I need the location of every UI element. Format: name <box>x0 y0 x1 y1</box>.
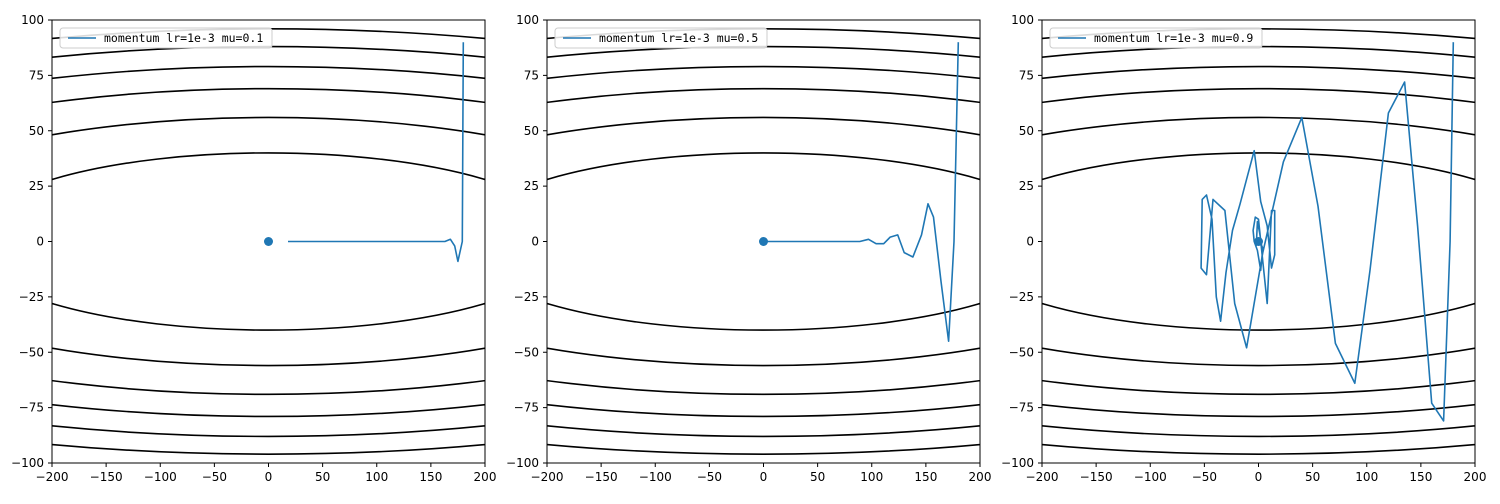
y-tick-label: −50 <box>514 345 539 359</box>
contour-line <box>547 116 980 367</box>
y-tick-label: 0 <box>1026 235 1034 249</box>
y-tick-label: −75 <box>19 401 44 415</box>
legend-box <box>59 27 273 49</box>
legend-box <box>554 27 768 49</box>
x-tick-label: 150 <box>914 470 937 484</box>
y-tick-label: 50 <box>524 124 539 138</box>
x-tick-label: 50 <box>315 470 330 484</box>
contour-line <box>547 65 980 418</box>
contour-line <box>1042 152 1475 331</box>
x-tick-label: 200 <box>969 470 992 484</box>
legend-label: momentum lr=1e-3 mu=0.9 <box>1094 31 1253 45</box>
y-tick-label: −100 <box>506 456 539 470</box>
contour-line <box>52 116 485 367</box>
contour-line <box>1042 87 1475 396</box>
x-tick-label: 0 <box>1255 470 1263 484</box>
chart-panel-2: −200 −150 −100 −50 0 50 100 150 200 −100 −75 −50 −25… <box>506 13 992 484</box>
series-line <box>1200 42 1455 422</box>
y-tick-label: 100 <box>21 13 44 27</box>
x-tick-label: 50 <box>1305 470 1320 484</box>
legend: momentum lr=1e-3 mu=0.1 <box>59 27 273 49</box>
x-tick-label: −200 <box>531 470 564 484</box>
x-tick-label: −50 <box>1192 470 1217 484</box>
x-tick-label: −150 <box>585 470 618 484</box>
origin-marker <box>264 237 273 246</box>
contour-line <box>52 87 485 396</box>
legend: momentum lr=1e-3 mu=0.5 <box>554 27 768 49</box>
x-tick-label: 0 <box>760 470 768 484</box>
y-tick-label: 75 <box>1019 68 1034 82</box>
contour-line <box>1042 116 1475 367</box>
x-tick-label: −200 <box>36 470 69 484</box>
x-tick-label: −50 <box>202 470 227 484</box>
y-tick-label: 0 <box>531 235 539 249</box>
x-tick-label: 200 <box>474 470 497 484</box>
y-tick-label: −25 <box>1009 290 1034 304</box>
contour-line <box>547 87 980 396</box>
y-tick-label: −75 <box>1009 401 1034 415</box>
y-tick-label: −100 <box>1001 456 1034 470</box>
legend-box <box>1049 27 1263 49</box>
y-tick-label: 50 <box>29 124 44 138</box>
legend-label: momentum lr=1e-3 mu=0.5 <box>599 31 758 45</box>
contour-line <box>52 152 485 331</box>
y-tick-label: 25 <box>1019 179 1034 193</box>
y-tick-label: 75 <box>29 68 44 82</box>
y-tick-label: −25 <box>19 290 44 304</box>
y-tick-label: −50 <box>1009 345 1034 359</box>
x-tick-label: 150 <box>419 470 442 484</box>
contour-line <box>52 65 485 418</box>
y-tick-label: −50 <box>19 345 44 359</box>
y-tick-label: 25 <box>29 179 44 193</box>
x-tick-label: 0 <box>265 470 273 484</box>
y-tick-label: 50 <box>1019 124 1034 138</box>
y-tick-label: 25 <box>524 179 539 193</box>
chart-panel-1: −200 −150 −100 −50 0 50 100 150 200 −100 −75 −50 −25… <box>11 13 497 484</box>
x-tick-label: −200 <box>1026 470 1059 484</box>
x-tick-label: −100 <box>1134 470 1167 484</box>
y-tick-label: −75 <box>514 401 539 415</box>
x-tick-label: −150 <box>1080 470 1113 484</box>
series-line <box>763 42 960 343</box>
x-tick-label: −150 <box>90 470 123 484</box>
x-tick-label: 150 <box>1409 470 1432 484</box>
x-tick-label: −100 <box>144 470 177 484</box>
y-tick-label: −25 <box>514 290 539 304</box>
y-tick-label: 100 <box>1011 13 1034 27</box>
legend-label: momentum lr=1e-3 mu=0.1 <box>104 31 263 45</box>
x-tick-label: 100 <box>1355 470 1378 484</box>
contour-line <box>547 152 980 331</box>
x-tick-label: −100 <box>639 470 672 484</box>
y-tick-label: 100 <box>516 13 539 27</box>
x-tick-label: 100 <box>365 470 388 484</box>
legend: momentum lr=1e-3 mu=0.9 <box>1049 27 1263 49</box>
series-line <box>288 42 465 263</box>
contour-line <box>1042 65 1475 418</box>
origin-marker <box>759 237 768 246</box>
origin-marker <box>1254 237 1263 246</box>
y-tick-label: −100 <box>11 456 44 470</box>
chart-panel-3: −200 −150 −100 −50 0 50 100 150 200 −100 −75 −50 −25… <box>1001 13 1487 484</box>
y-tick-label: 0 <box>36 235 44 249</box>
x-tick-label: −50 <box>697 470 722 484</box>
y-tick-label: 75 <box>524 68 539 82</box>
x-tick-label: 200 <box>1464 470 1487 484</box>
x-tick-label: 100 <box>860 470 883 484</box>
x-tick-label: 50 <box>810 470 825 484</box>
